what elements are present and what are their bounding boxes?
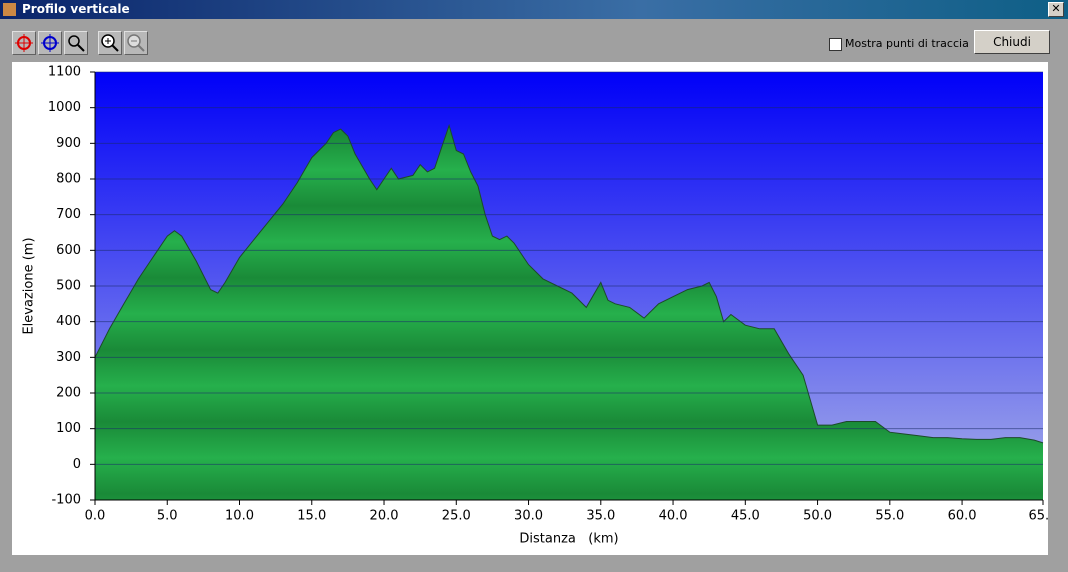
app-icon xyxy=(3,3,16,16)
y-tick-label: 800 xyxy=(56,172,81,187)
checkbox[interactable] xyxy=(829,38,842,51)
x-tick-label: 55.0 xyxy=(875,509,904,524)
y-tick-label: 100 xyxy=(56,421,81,436)
x-axis-label: Distanza (km) xyxy=(519,532,618,547)
y-tick-label: 1000 xyxy=(48,100,81,115)
x-tick-label: 25.0 xyxy=(442,509,471,524)
x-tick-label: 15.0 xyxy=(297,509,326,524)
y-tick-label: 400 xyxy=(56,314,81,329)
y-tick-label: 900 xyxy=(56,136,81,151)
tool-zoom-area[interactable] xyxy=(64,31,88,55)
tool-blue-cursor[interactable] xyxy=(38,31,62,55)
chart: -100 0 100 200 300 400 500 600 700 800 900 1000 1100… xyxy=(12,62,1048,555)
y-tick-label: 0 xyxy=(73,457,81,472)
y-tick-label: 500 xyxy=(56,279,81,294)
y-tick-label: -100 xyxy=(51,493,81,508)
y-tick-label: 600 xyxy=(56,243,81,258)
y-tick-label: 700 xyxy=(56,207,81,222)
x-tick-label: 45.0 xyxy=(731,509,760,524)
close-dialog-button[interactable]: Chiudi xyxy=(974,30,1050,54)
title-bar: Profilo verticale ✕ xyxy=(0,0,1068,19)
y-axis-label: Elevazione (m) xyxy=(22,237,37,334)
elevation-area xyxy=(95,125,1043,500)
tool-red-cursor[interactable] xyxy=(12,31,36,55)
x-tick-label: 50.0 xyxy=(803,509,832,524)
y-tick-label: 200 xyxy=(56,386,81,401)
x-tick-label: 0.0 xyxy=(85,509,106,524)
x-tick-label: 5.0 xyxy=(157,509,178,524)
x-tick-label: 40.0 xyxy=(659,509,688,524)
x-tick-label: 30.0 xyxy=(514,509,543,524)
tool-zoom-in[interactable] xyxy=(98,31,122,55)
x-tick-label: 60.0 xyxy=(948,509,977,524)
x-tick-label: 65.6 xyxy=(1029,509,1048,524)
x-tick-label: 35.0 xyxy=(586,509,615,524)
y-tick-label: 1100 xyxy=(48,65,81,80)
tool-zoom-out[interactable] xyxy=(124,31,148,55)
close-button[interactable]: ✕ xyxy=(1048,2,1064,17)
x-tick-label: 10.0 xyxy=(225,509,254,524)
elevation-line xyxy=(94,123,1044,444)
checkbox-label: Mostra punti di traccia xyxy=(845,37,969,50)
x-tick-label: 20.0 xyxy=(370,509,399,524)
y-tick-label: 300 xyxy=(56,350,81,365)
window-title: Profilo verticale xyxy=(22,2,130,16)
